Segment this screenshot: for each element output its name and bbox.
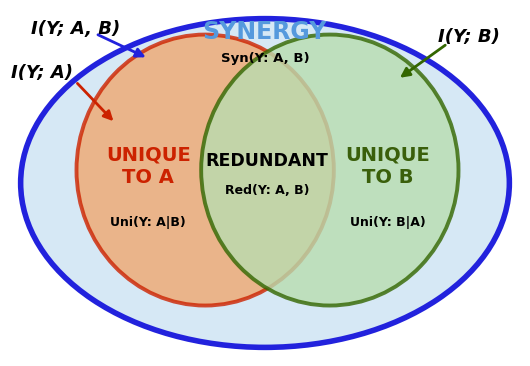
Text: I(Y; A, B): I(Y; A, B) [31,20,120,38]
Text: Syn(Y: A, B): Syn(Y: A, B) [220,52,310,65]
Ellipse shape [76,34,334,306]
Text: UNIQUE
TO A: UNIQUE TO A [106,146,191,187]
Ellipse shape [21,19,509,347]
Text: I(Y; A): I(Y; A) [11,64,73,82]
Text: Red(Y: A, B): Red(Y: A, B) [225,184,309,198]
Text: SYNERGY: SYNERGY [203,19,327,44]
Ellipse shape [201,34,458,306]
Text: REDUNDANT: REDUNDANT [206,152,329,170]
Text: Uni(Y: B|A): Uni(Y: B|A) [350,216,426,229]
Text: I(Y; B): I(Y; B) [437,27,499,45]
Text: UNIQUE
TO B: UNIQUE TO B [346,146,430,187]
Text: Uni(Y: A|B): Uni(Y: A|B) [110,216,186,229]
